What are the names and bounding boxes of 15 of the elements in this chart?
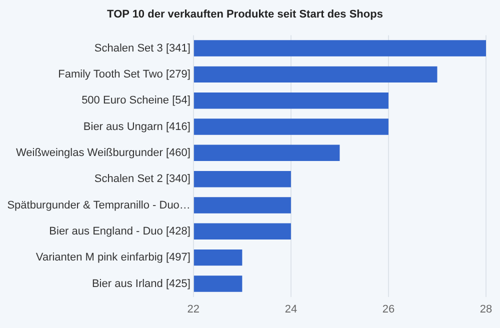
y-tick-label: 500 Euro Scheine [54] <box>82 94 190 107</box>
x-tick-label: 24 <box>284 303 298 316</box>
y-tick-label: Weißweinglas Weißburgunder [460] <box>16 146 190 159</box>
y-tick-label: Bier aus Irland [425] <box>92 278 190 290</box>
y-tick-label: Spätburgunder & Tempranillo - Duo… <box>7 199 190 212</box>
y-tick-label: Family Tooth Set Two [279] <box>58 68 190 80</box>
y-tick-label: Bier aus England - Duo [428] <box>49 225 190 238</box>
y-tick-label: Schalen Set 3 [341] <box>94 42 190 54</box>
x-tick-label: 22 <box>187 303 200 316</box>
x-tick-label: 28 <box>480 303 492 316</box>
y-tick-label: Varianten M pink einfarbig [497] <box>36 252 190 264</box>
chart-title: TOP 10 der verkauften Produkte seit Start des Shops <box>107 8 383 21</box>
y-tick-label: Schalen Set 2 [340] <box>94 173 190 186</box>
x-tick-label: 26 <box>382 303 395 316</box>
y-tick-label: Bier aus Ungarn [416] <box>83 120 190 133</box>
